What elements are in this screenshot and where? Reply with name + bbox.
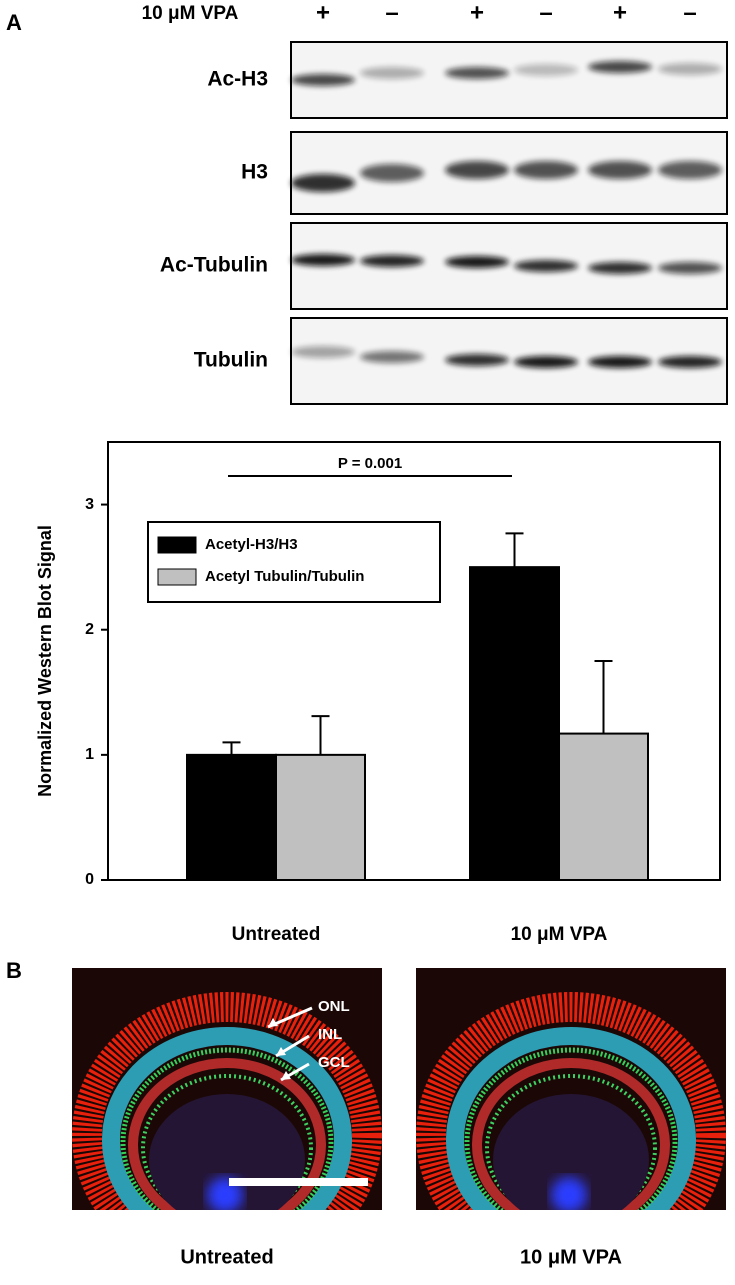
micrograph: [416, 992, 726, 1210]
caption: Untreated: [180, 1246, 273, 1268]
bar: [275, 753, 366, 881]
layer-label: GCL: [318, 1054, 350, 1071]
blot-band: [360, 67, 424, 79]
y-axis-label: Normalized Western Blot Signal: [35, 525, 55, 797]
blot-band: [291, 254, 355, 266]
onl-layer: [72, 992, 382, 1210]
y-tick-label: 0: [85, 871, 94, 888]
ipl-layer: [128, 1058, 326, 1210]
blot-band: [445, 256, 509, 268]
lane-sign: +: [316, 0, 330, 26]
bar: [558, 732, 649, 882]
blot-band: [514, 260, 578, 272]
panel-label: B: [6, 958, 22, 983]
layer-label: INL: [318, 1026, 342, 1043]
blot-band: [658, 161, 722, 179]
layer-label: ONL: [318, 998, 350, 1015]
ipl-layer: [472, 1058, 670, 1210]
y-tick-label: 2: [85, 621, 94, 638]
blot-row-label: H3: [241, 161, 268, 184]
blot-band: [445, 67, 509, 79]
lens: [493, 1094, 649, 1210]
lane-sign: –: [539, 0, 552, 26]
legend-swatch: [157, 568, 197, 586]
inl-layer: [446, 1027, 696, 1210]
gcl-layer: [485, 1074, 657, 1210]
blot-frame: [290, 41, 728, 119]
legend-box: [147, 521, 441, 603]
lens-glow: [551, 1177, 587, 1210]
blot-band: [291, 346, 355, 358]
bar-chart: 0 1 2 3 Normalized Western Blot Signal Untrea…: [35, 441, 721, 945]
treatment-label: 10 μM VPA: [142, 3, 239, 24]
micrographs: Untreated 10 μM VPA ONL INL GCL: [72, 968, 726, 1268]
x-tick-label: Untreated: [232, 924, 321, 945]
blot-band: [445, 354, 509, 366]
blot-band: [291, 174, 355, 192]
y-tick-label: 3: [85, 496, 94, 513]
blot-band: [658, 262, 722, 274]
blot-row-label: Ac-Tubulin: [160, 254, 268, 277]
blot-band: [658, 63, 722, 75]
legend-swatch: [157, 536, 197, 554]
onl-layer: [416, 992, 726, 1210]
plot-frame: [107, 441, 721, 881]
blot-band: [514, 64, 578, 76]
blot-band: [360, 351, 424, 363]
blot-band: [588, 262, 652, 274]
blot-band: [658, 356, 722, 368]
lane-sign: +: [613, 0, 627, 26]
inl-green: [464, 1047, 678, 1210]
caption: 10 μM VPA: [520, 1246, 622, 1268]
x-tick-label: 10 μM VPA: [511, 924, 608, 945]
blot-band: [514, 356, 578, 368]
blot-frame: [290, 222, 728, 310]
blot-frame: [290, 317, 728, 405]
blot-band: [291, 74, 355, 86]
lane-sign: +: [470, 0, 484, 26]
western-blots: + – + – + – Ac-H3 H3 Ac-Tubulin Tubulin: [160, 0, 728, 405]
blot-row-label: Tubulin: [194, 349, 268, 372]
blot-band: [588, 356, 652, 368]
annotation: P = 0.001: [338, 455, 402, 472]
bar: [469, 566, 560, 882]
blot-band: [514, 161, 578, 179]
lane-sign: –: [385, 0, 398, 26]
arrow-head: [276, 1047, 286, 1056]
inl-layer: [102, 1027, 352, 1210]
micrograph: [72, 992, 382, 1210]
blot-band: [360, 255, 424, 267]
blot-band: [588, 61, 652, 73]
arrow-head: [268, 1018, 278, 1027]
inl-green: [120, 1047, 334, 1210]
lane-sign: –: [683, 0, 696, 26]
blot-band: [445, 161, 509, 179]
y-tick-label: 1: [85, 746, 94, 763]
legend-label: Acetyl Tubulin/Tubulin: [205, 568, 364, 585]
panel-label: A: [6, 10, 22, 35]
blot-row-label: Ac-H3: [207, 68, 268, 91]
blot-band: [588, 161, 652, 179]
gcl-layer: [141, 1074, 313, 1210]
legend-label: Acetyl-H3/H3: [205, 536, 298, 553]
arrow-head: [281, 1071, 291, 1080]
bar: [186, 753, 277, 881]
blot-band: [360, 164, 424, 182]
